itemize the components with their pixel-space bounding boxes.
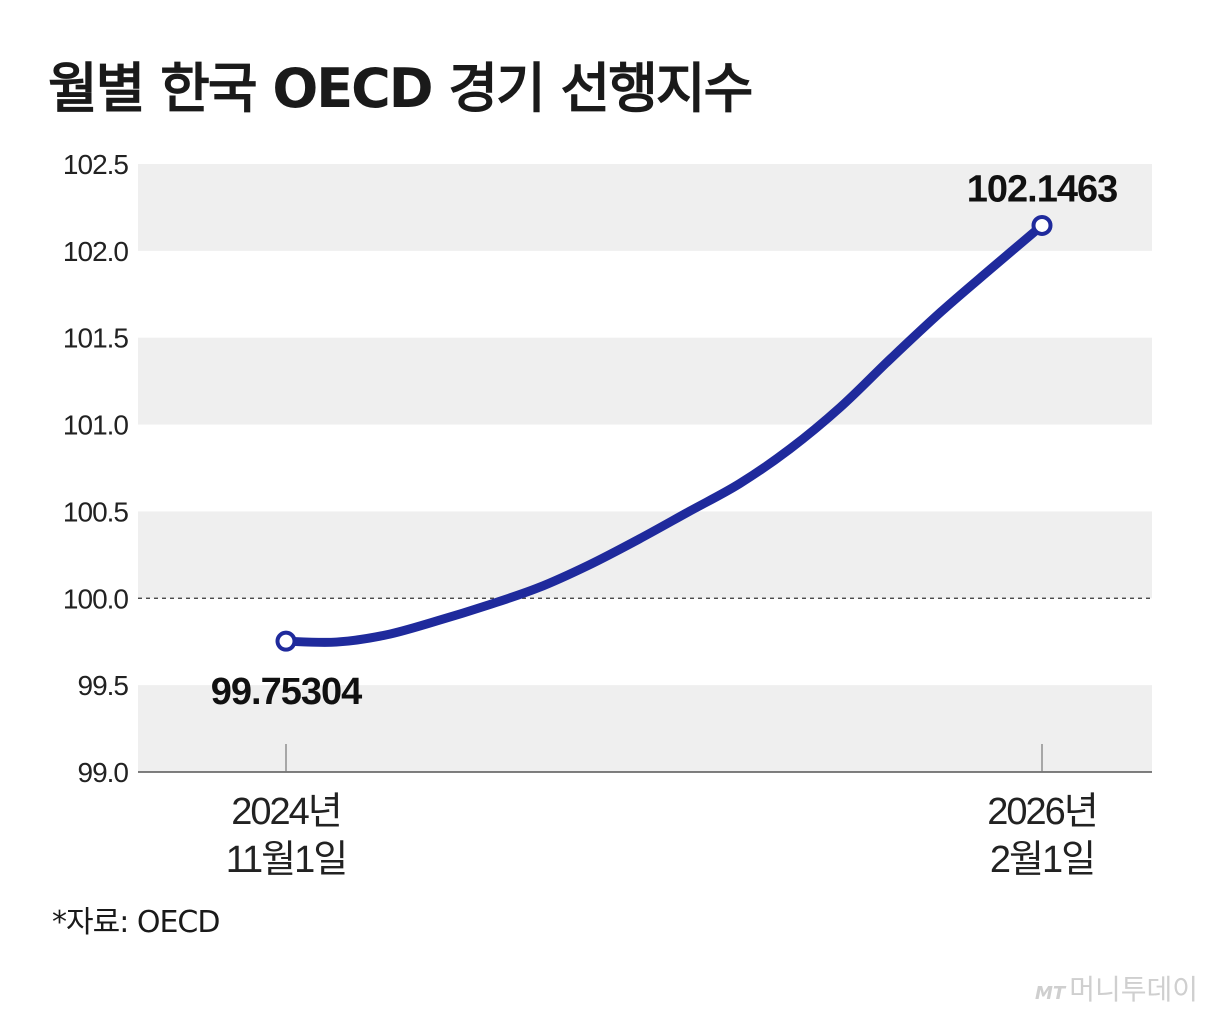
start-value-label: 99.75304 bbox=[211, 671, 362, 713]
end-value-label: 102.1463 bbox=[967, 168, 1118, 210]
start-point-marker bbox=[275, 630, 297, 652]
y-tick-label: 100.5 bbox=[63, 496, 128, 527]
x-tick-label-line1: 2024년 bbox=[231, 791, 341, 833]
series-layer: 99.75304 102.1463 bbox=[211, 168, 1119, 713]
y-tick-label: 99.5 bbox=[78, 670, 129, 701]
series-line bbox=[281, 220, 1047, 647]
source-note: *자료: OECD bbox=[52, 905, 220, 940]
watermark-prefix: MT bbox=[1034, 983, 1066, 1004]
x-tick-label-line2: 2월1일 bbox=[990, 839, 1094, 881]
x-axis: 2024년 11월1일 2026년 2월1일 bbox=[138, 744, 1152, 881]
y-tick-label: 101.0 bbox=[63, 410, 128, 441]
y-tick-label: 102.0 bbox=[63, 236, 128, 267]
chart-title: 월별 한국 OECD 경기 선행지수 bbox=[48, 57, 753, 120]
y-tick-label: 102.5 bbox=[63, 149, 128, 180]
grid-band bbox=[138, 511, 1152, 599]
y-axis: 102.5 102.0 101.5 101.0 100.5 100.0 99.5 99.0 bbox=[63, 149, 1152, 788]
watermark-text: 머니투데이 bbox=[1069, 973, 1198, 1006]
grid-band bbox=[138, 685, 1152, 772]
y-tick-label: 101.5 bbox=[63, 323, 128, 354]
grid-band bbox=[138, 337, 1152, 425]
watermark-logo: MT 머니투데이 bbox=[1035, 968, 1198, 1008]
y-tick-label: 100.0 bbox=[63, 583, 128, 614]
x-tick-label-line1: 2026년 bbox=[987, 791, 1097, 833]
y-tick-label: 99.0 bbox=[78, 757, 129, 788]
grid-band bbox=[138, 164, 1152, 251]
end-point-marker bbox=[1031, 214, 1053, 236]
grid-bands bbox=[138, 164, 1152, 772]
x-tick-label-line2: 11월1일 bbox=[226, 839, 347, 881]
